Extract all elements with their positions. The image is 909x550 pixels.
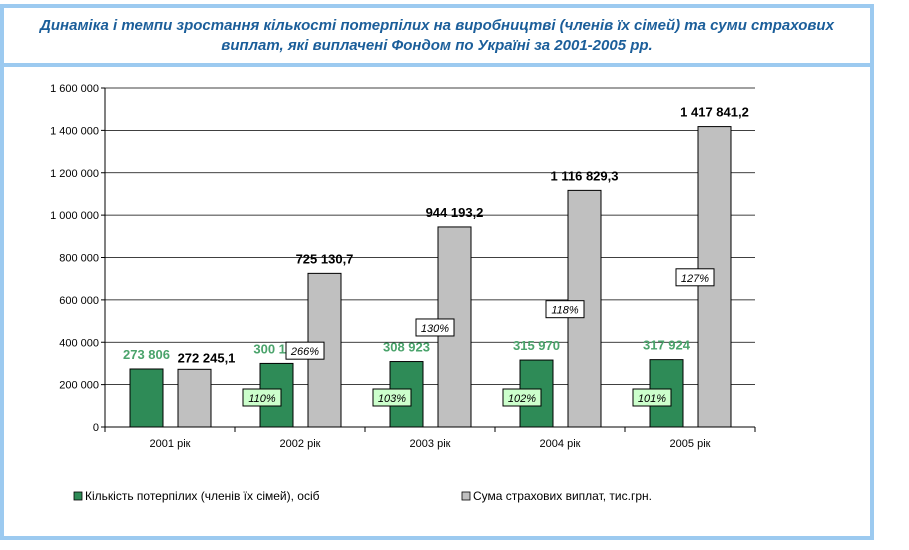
bar-1-victims	[129, 368, 164, 428]
growth-box-payments	[415, 318, 455, 337]
growth-box-payments	[675, 268, 715, 287]
data-label-payments: 944 193,2	[426, 205, 484, 220]
y-tick-label: 1 400 000	[50, 125, 99, 137]
growth-box-victims	[242, 388, 282, 407]
y-tick-label: 400 000	[59, 337, 99, 349]
legend-swatch-victims	[73, 491, 83, 501]
data-label-payments: 272 245,1	[178, 350, 236, 365]
legend-swatch-payments	[461, 491, 471, 501]
x-tick-label: 2005 рік	[670, 438, 711, 450]
data-label-victims: 273 806	[123, 347, 170, 362]
growth-box-payments	[545, 300, 585, 319]
growth-box-victims	[502, 388, 542, 407]
y-tick-label: 1 600 000	[50, 83, 99, 95]
growth-box-victims	[372, 388, 412, 407]
y-tick-label: 800 000	[59, 253, 99, 265]
x-tick-label: 2003 рік	[410, 438, 451, 450]
growth-label-victims: 102%	[508, 393, 536, 405]
data-label-payments: 1 417 841,2	[680, 105, 749, 120]
x-tick-label: 2004 рік	[540, 438, 581, 450]
growth-box-victims	[632, 388, 672, 407]
title-box: Динаміка і темпи зростання кількості пот…	[4, 8, 870, 67]
y-tick-label: 1 000 000	[50, 210, 99, 222]
x-tick-label: 2001 рік	[150, 438, 191, 450]
growth-label-victims: 101%	[638, 393, 666, 405]
y-tick-label: 1 200 000	[50, 168, 99, 180]
y-tick-label: 0	[93, 422, 99, 434]
data-label-victims: 317 924	[643, 338, 691, 353]
data-label-payments: 1 116 829,3	[551, 168, 619, 183]
y-tick-label: 600 000	[59, 295, 99, 307]
legend-label-victims: Кількість потерпілих (членів їх сімей), …	[85, 489, 320, 503]
data-label-victims: 315 970	[513, 338, 560, 353]
data-label-payments: 725 130,7	[296, 251, 354, 266]
growth-label-victims: 103%	[378, 393, 406, 405]
chart-title: Динаміка і темпи зростання кількості пот…	[40, 16, 834, 54]
y-tick-label: 200 000	[59, 380, 99, 392]
growth-label-payments: 266%	[290, 346, 319, 358]
x-tick-label: 2002 рік	[280, 438, 321, 450]
legend-label-payments: Сума страхових виплат, тис.грн.	[473, 489, 652, 503]
data-label-victims: 308 923	[383, 340, 430, 355]
growth-label-victims: 110%	[248, 393, 276, 405]
growth-box-payments	[285, 341, 325, 360]
bar-1-payments	[177, 368, 212, 428]
growth-label-payments: 127%	[681, 273, 709, 285]
growth-label-payments: 130%	[421, 323, 449, 335]
growth-label-payments: 118%	[551, 305, 579, 317]
